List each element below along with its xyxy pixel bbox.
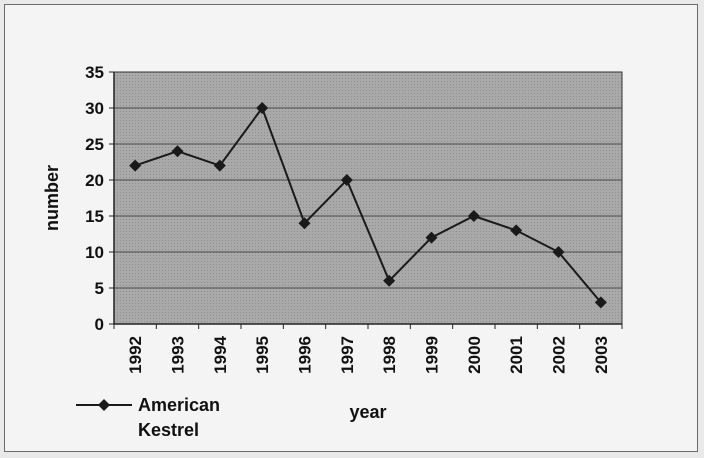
data-point-marker [340, 174, 353, 186]
x-tick-label: 2003 [592, 336, 611, 374]
x-tick-label: 1997 [338, 336, 357, 374]
y-axis-title: number [42, 165, 62, 231]
y-tick-label: 20 [85, 171, 104, 190]
data-point-marker [298, 217, 311, 230]
y-tick-labels: 0 5 10 15 20 25 30 35 [85, 63, 104, 334]
data-point-marker [383, 274, 396, 287]
legend-marker [98, 399, 110, 411]
x-tick-label: 1993 [169, 336, 188, 374]
data-point-marker [467, 210, 480, 222]
x-tick-label: 1995 [253, 336, 272, 374]
legend: American Kestrel [76, 395, 220, 440]
x-tick-label: 1996 [296, 336, 315, 374]
gridlines [114, 107, 622, 289]
axes [109, 71, 623, 329]
data-point-marker [594, 296, 607, 309]
x-tick-label: 1992 [126, 336, 145, 374]
data-point-marker [171, 145, 184, 158]
data-point-marker [256, 102, 269, 114]
x-tick-label: 2002 [550, 336, 569, 374]
y-tick-label: 35 [85, 63, 104, 82]
series-line [134, 105, 602, 304]
legend-label-line1: American [138, 395, 220, 415]
x-axis-title: year [349, 402, 386, 422]
y-tick-label: 30 [85, 99, 104, 118]
series-american-kestrel [129, 102, 607, 309]
data-point-marker [510, 224, 523, 237]
x-tick-label: 2000 [465, 336, 484, 374]
x-tick-label: 1999 [423, 336, 442, 374]
x-tick-label: 1998 [380, 336, 399, 374]
x-tick-label: 1994 [211, 335, 230, 373]
x-tick-labels: 1992 1993 1994 1995 1996 1997 1998 1999 2000 2001… [126, 335, 611, 373]
y-tick-label: 15 [85, 207, 104, 226]
x-tick-label: 2001 [507, 336, 526, 374]
data-point-marker [425, 231, 438, 244]
y-tick-label: 0 [95, 315, 104, 334]
y-tick-label: 5 [95, 279, 104, 298]
data-point-marker [213, 159, 226, 172]
y-tick-label: 25 [85, 135, 104, 154]
data-point-marker [552, 246, 565, 258]
plot-area [113, 71, 623, 325]
data-point-marker [129, 159, 142, 172]
legend-label-line2: Kestrel [138, 420, 199, 440]
y-tick-label: 10 [85, 243, 104, 262]
